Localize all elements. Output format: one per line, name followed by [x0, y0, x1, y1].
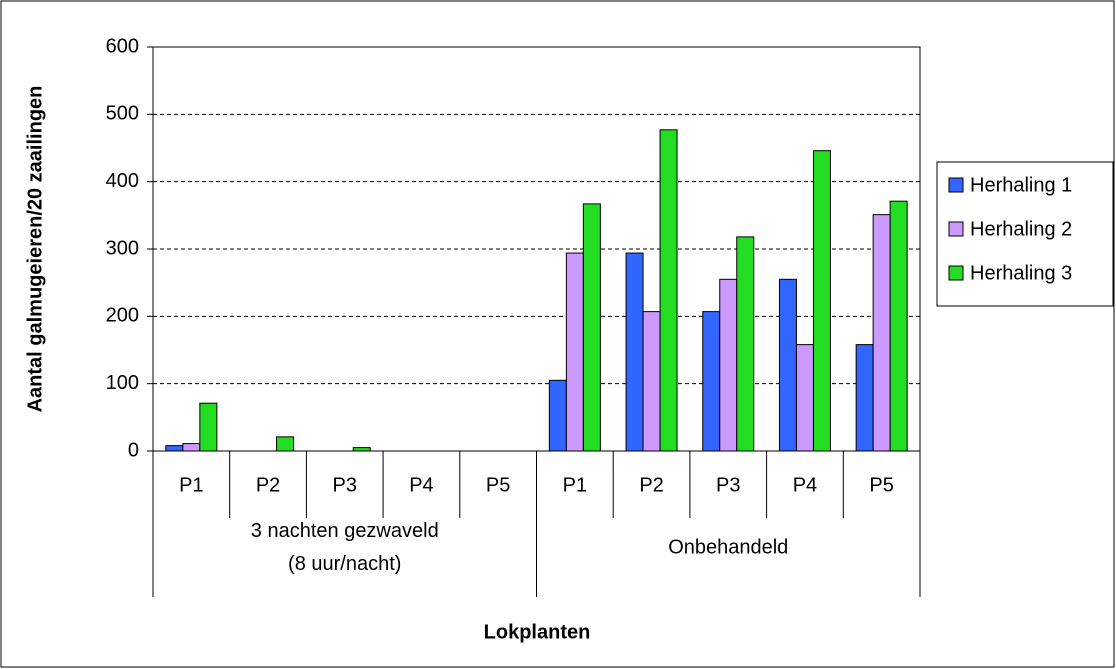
y-tick-label: 200	[106, 305, 139, 327]
x-tick-label: P1	[179, 474, 203, 496]
y-tick-label: 500	[106, 103, 139, 125]
bar	[625, 252, 644, 452]
bar	[736, 236, 755, 452]
x-tick-label: P5	[486, 474, 510, 496]
bar	[719, 278, 738, 452]
bar	[199, 402, 218, 452]
x-tick-label: P5	[869, 474, 893, 496]
bar	[276, 436, 295, 452]
bar	[565, 252, 584, 452]
bar	[872, 214, 891, 452]
bar	[165, 445, 184, 452]
legend-swatch	[948, 265, 964, 281]
bar	[582, 203, 601, 452]
group-label: Onbehandeld	[668, 536, 788, 558]
group-label: (8 uur/nacht)	[288, 553, 401, 575]
y-tick-label: 0	[128, 439, 139, 461]
x-tick-label: P1	[563, 474, 587, 496]
bar	[812, 150, 831, 452]
x-tick-label: P4	[409, 474, 433, 496]
y-tick-label: 300	[106, 237, 139, 259]
legend-label: Herhaling 2	[970, 218, 1072, 240]
bar	[659, 129, 678, 452]
y-tick-label: 400	[106, 170, 139, 192]
group-label: 3 nachten gezwaveld	[251, 520, 439, 542]
bar	[795, 344, 814, 452]
bar	[182, 443, 201, 452]
x-tick-label: P3	[333, 474, 357, 496]
bar	[889, 200, 908, 452]
x-tick-label: P2	[256, 474, 280, 496]
x-tick-label: P2	[639, 474, 663, 496]
x-axis-title: Lokplanten	[484, 621, 591, 643]
legend-label: Herhaling 3	[970, 262, 1072, 284]
bar	[548, 379, 567, 452]
y-axis-title: Aantal galmugeieren/20 zaailingen	[24, 86, 46, 413]
y-tick-label: 100	[106, 372, 139, 394]
legend-swatch	[948, 177, 964, 193]
y-tick-label: 600	[106, 35, 139, 57]
bar	[642, 311, 661, 452]
x-tick-label: P3	[716, 474, 740, 496]
x-tick-label: P4	[793, 474, 817, 496]
legend-box	[936, 161, 1114, 307]
legend-swatch	[948, 221, 964, 237]
bar	[352, 447, 371, 452]
bar	[778, 278, 797, 452]
bar	[702, 311, 721, 452]
legend-label: Herhaling 1	[970, 174, 1072, 196]
bar	[855, 344, 874, 452]
